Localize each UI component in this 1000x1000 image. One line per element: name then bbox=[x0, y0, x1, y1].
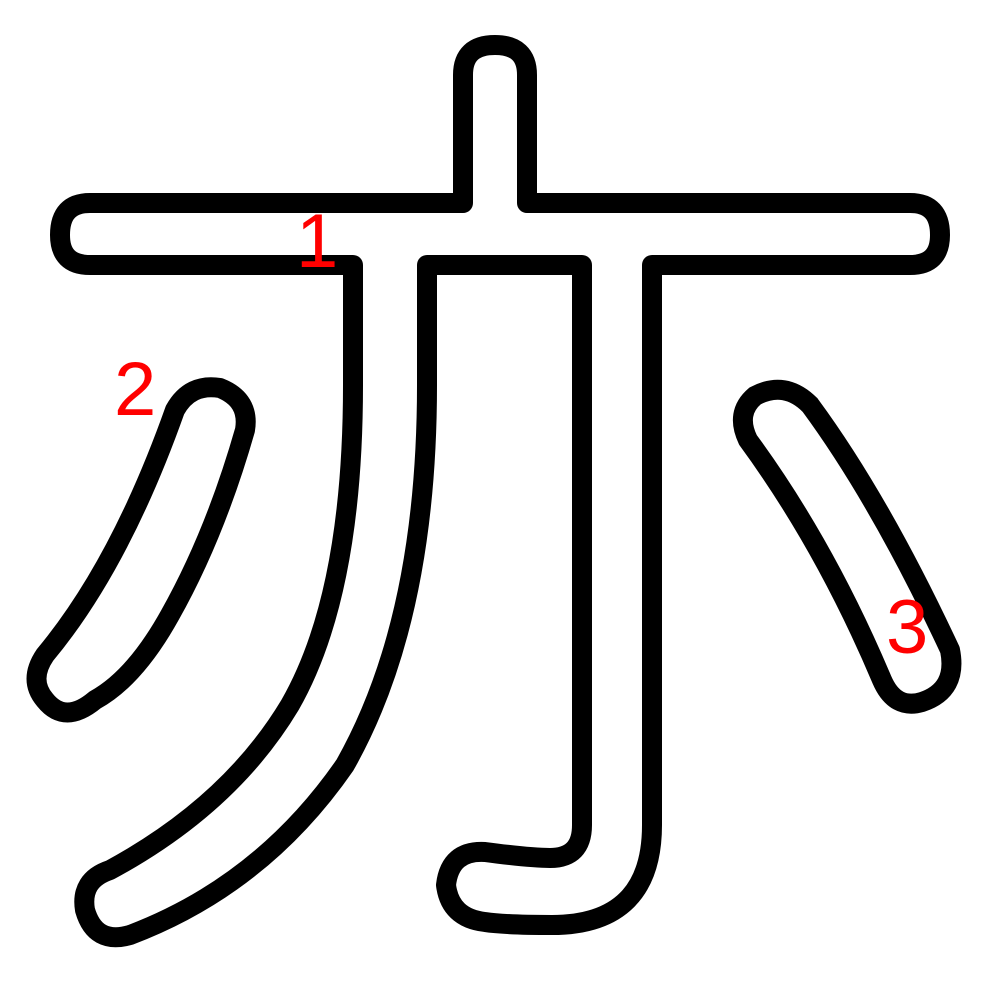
stroke-2-shape bbox=[26, 377, 256, 723]
stroke-number-1: 1 bbox=[296, 199, 339, 284]
stroke-number-2: 2 bbox=[114, 347, 157, 432]
stroke-3-shape bbox=[732, 379, 962, 714]
stroke-number-3: 3 bbox=[886, 585, 929, 670]
stroke-1-shape bbox=[50, 35, 950, 948]
